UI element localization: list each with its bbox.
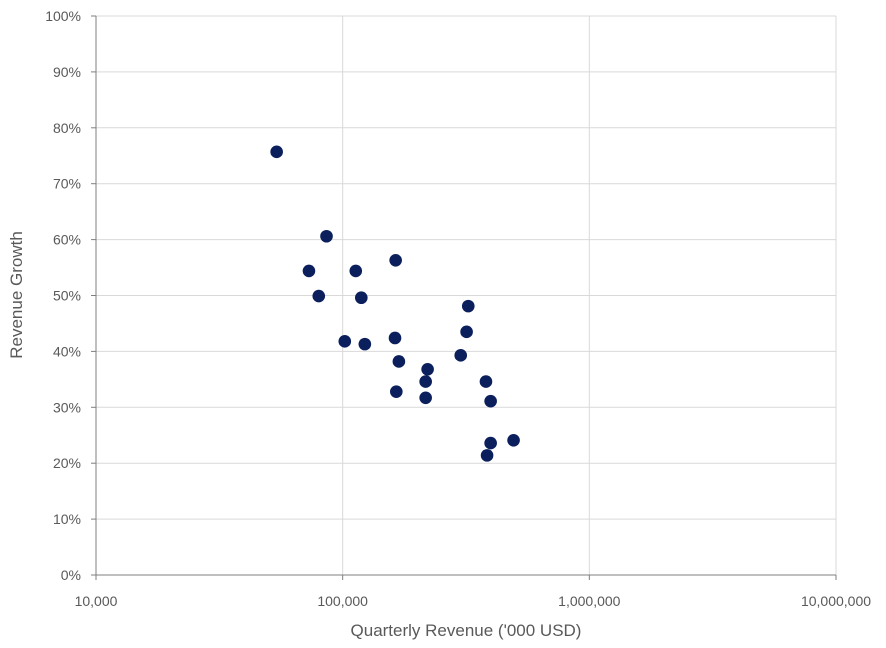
data-point: [507, 433, 520, 447]
data-point: [484, 394, 497, 408]
data-point: [479, 375, 493, 388]
x-tick-labels: 10,000 100,000 1,000,000 10,000,000: [75, 593, 872, 609]
y-axis-title: Revenue Growth: [7, 231, 26, 359]
data-point: [419, 391, 432, 405]
y-tick-label: 80%: [53, 120, 81, 136]
data-point: [388, 331, 402, 345]
data-point: [320, 229, 333, 243]
data-point: [349, 264, 363, 278]
y-tick-label: 0%: [61, 567, 81, 583]
data-point: [460, 325, 473, 339]
data-point: [461, 299, 475, 313]
data-point: [484, 436, 497, 450]
data-point: [421, 362, 434, 376]
data-point: [355, 291, 368, 305]
y-tick-label: 40%: [53, 343, 81, 359]
x-tick-label: 10,000,000: [801, 593, 871, 609]
x-axis-title: Quarterly Revenue ('000 USD): [351, 621, 582, 640]
data-point: [389, 253, 402, 267]
data-point: [454, 349, 468, 362]
data-point: [480, 449, 494, 462]
y-tick-label: 100%: [45, 8, 81, 24]
y-tick-label: 50%: [53, 288, 81, 304]
data-point: [390, 385, 403, 398]
x-tick-label: 100,000: [317, 593, 368, 609]
data-point: [392, 355, 406, 368]
y-tick-label: 60%: [53, 232, 81, 248]
x-tick-label: 10,000: [75, 593, 118, 609]
data-point: [419, 375, 432, 388]
y-tick-label: 10%: [53, 511, 81, 527]
data-point: [312, 289, 326, 303]
axes: [91, 15, 837, 580]
y-tick-label: 30%: [53, 399, 81, 415]
data-point: [338, 335, 352, 348]
y-tick-label: 70%: [53, 176, 81, 192]
y-tick-label: 20%: [53, 455, 81, 471]
data-point: [302, 264, 316, 278]
y-tick-label: 90%: [53, 64, 81, 80]
data-points: [270, 145, 520, 462]
data-point: [270, 145, 283, 159]
x-tick-label: 1,000,000: [558, 593, 620, 609]
y-tick-labels: 0% 10% 20% 30% 40% 50% 60% 70% 80% 90% 100%: [45, 8, 81, 583]
data-point: [358, 337, 372, 351]
gridlines: [96, 15, 837, 575]
